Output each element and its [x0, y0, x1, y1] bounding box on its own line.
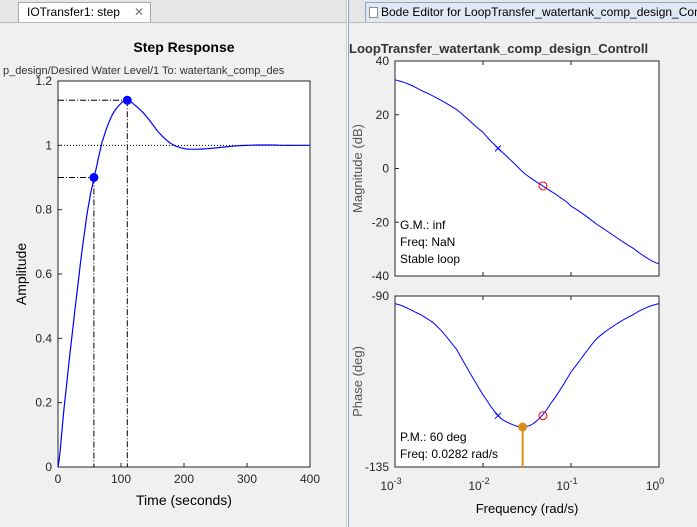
- step-response-line: [57, 99, 310, 468]
- x-tick-label: 100: [646, 476, 664, 493]
- chart-title: Step Response: [133, 39, 234, 55]
- y-tick-label: 1.2: [35, 74, 52, 88]
- magnitude-line: [394, 79, 660, 265]
- close-icon[interactable]: ✕: [133, 5, 144, 19]
- y-tick-label: 40: [376, 54, 390, 68]
- phase-margin-text: P.M.: 60 deg: [400, 430, 467, 444]
- zero-marker: [538, 411, 548, 421]
- tab-bode-editor[interactable]: Bode Editor for LoopTransfer_watertank_c…: [365, 2, 697, 22]
- y-tick-label: -20: [372, 215, 390, 229]
- step-response-panel: IOTransfer1: step ✕ Step Response p_desig…: [0, 0, 347, 527]
- y-axis-label: Amplitude: [13, 243, 29, 305]
- y-tick-label: -135: [365, 460, 389, 474]
- y-tick-label: 0.4: [35, 331, 52, 345]
- left-tab-bar: IOTransfer1: step ✕: [0, 0, 346, 23]
- pole-marker: [494, 412, 502, 420]
- x-tick-label: 200: [174, 472, 194, 486]
- gain-margin-freq-text: Freq: NaN: [400, 235, 455, 249]
- phase-axis-label: Phase (deg): [350, 346, 365, 417]
- y-tick-label: 20: [376, 108, 390, 122]
- x-tick-label: 10-1: [556, 476, 577, 493]
- tab-iotransfer1-step[interactable]: IOTransfer1: step ✕: [18, 2, 151, 22]
- x-axis-label: Frequency (rad/s): [476, 501, 579, 516]
- y-tick-label: 0.8: [35, 203, 52, 217]
- magnitude-plot-area: [394, 60, 660, 277]
- zero-marker: [538, 181, 548, 191]
- x-tick-label: 400: [300, 472, 320, 486]
- rise-marker: [89, 173, 99, 182]
- chart-subtitle: p_design/Desired Water Level/1 To: water…: [3, 65, 285, 77]
- document-icon: [369, 7, 378, 18]
- bode-title: LoopTransfer_watertank_comp_design_Contr…: [349, 41, 648, 56]
- gain-margin-text: G.M.: inf: [400, 218, 446, 232]
- y-tick-label: 0.2: [35, 396, 52, 410]
- y-tick-label: 0.6: [35, 267, 52, 281]
- x-tick-label: 0: [55, 472, 62, 486]
- x-tick-label: 10-2: [468, 476, 489, 493]
- x-tick-label: 10-3: [380, 476, 401, 493]
- right-tab-bar: Bode Editor for LoopTransfer_watertank_c…: [349, 0, 697, 23]
- phase-margin-freq-text: Freq: 0.0282 rad/s: [400, 447, 498, 461]
- y-tick-label: 1: [45, 138, 52, 152]
- bode-editor-panel: Bode Editor for LoopTransfer_watertank_c…: [348, 0, 697, 527]
- plot-area: [57, 80, 311, 468]
- x-tick-label: 100: [111, 472, 131, 486]
- x-tick-label: 300: [237, 472, 257, 486]
- pole-marker: [494, 144, 502, 152]
- tab-label: IOTransfer1: step: [27, 5, 120, 19]
- y-tick-label: -90: [372, 289, 390, 303]
- phase-margin-marker: [518, 422, 528, 432]
- peak-marker: [122, 95, 132, 105]
- bode-chart: LoopTransfer_watertank_comp_design_Contr…: [349, 41, 664, 516]
- y-tick-label: 0: [45, 460, 52, 474]
- phase-line: [394, 303, 660, 428]
- step-response-chart: Step Response p_design/Desired Water Leve…: [3, 39, 320, 508]
- x-axis-label: Time (seconds): [136, 492, 232, 508]
- y-tick-label: 0: [382, 162, 389, 176]
- y-tick-label: -40: [372, 269, 390, 283]
- stability-text: Stable loop: [400, 252, 460, 266]
- magnitude-axis-label: Magnitude (dB): [350, 124, 365, 213]
- tab-label: Bode Editor for LoopTransfer_watertank_c…: [381, 5, 697, 19]
